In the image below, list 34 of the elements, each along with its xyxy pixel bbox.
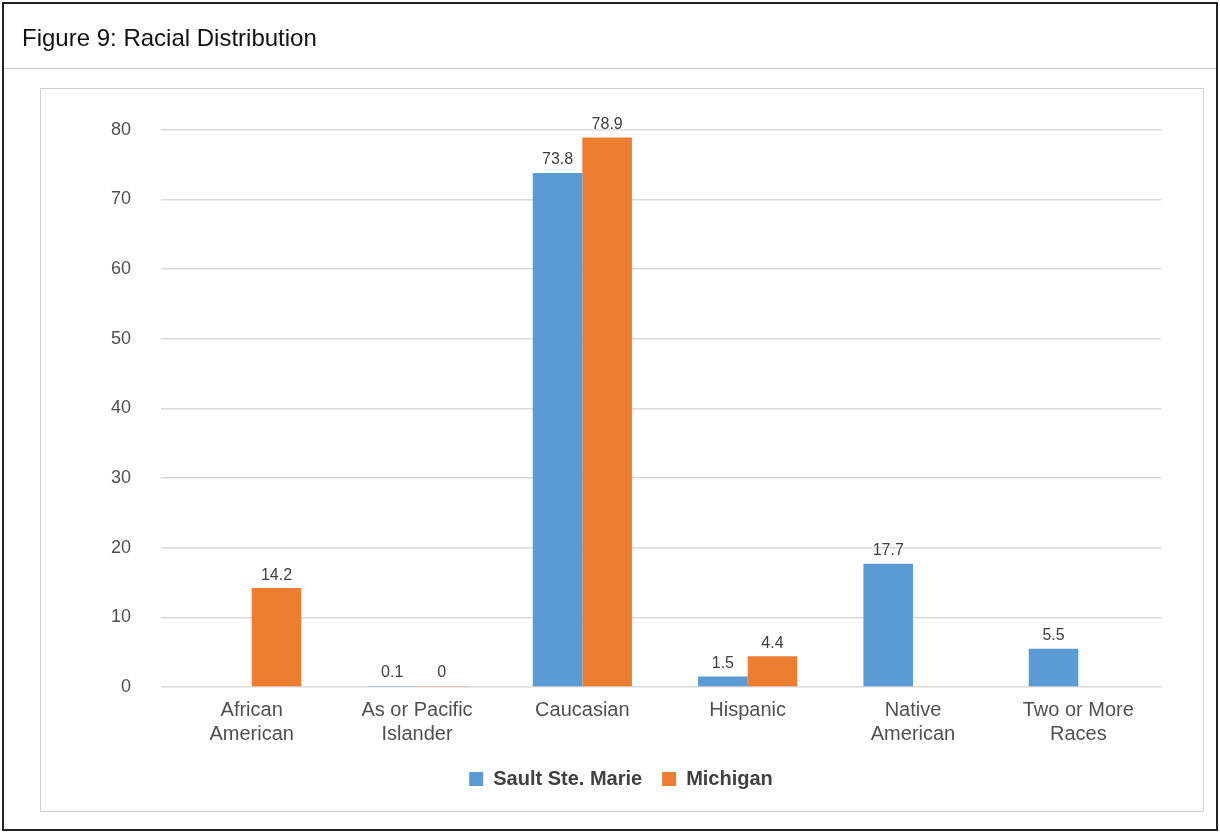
x-tick-label: Hispanic bbox=[709, 697, 787, 720]
bar bbox=[863, 563, 914, 687]
y-tick-label: 70 bbox=[110, 188, 132, 209]
bar bbox=[747, 656, 798, 687]
data-label: 14.2 bbox=[260, 565, 293, 583]
legend-label: Sault Ste. Marie bbox=[493, 766, 643, 789]
data-label: 0.1 bbox=[381, 663, 404, 681]
bar bbox=[698, 676, 748, 687]
legend-label: Michigan bbox=[686, 766, 773, 789]
data-label: 17.7 bbox=[872, 541, 904, 559]
x-tick-label: African American bbox=[209, 697, 294, 744]
y-tick-label: 30 bbox=[110, 467, 132, 488]
x-tick-label: Native American bbox=[870, 697, 956, 744]
data-label: 73.8 bbox=[541, 150, 574, 168]
bar bbox=[251, 588, 302, 687]
y-tick-label: 80 bbox=[110, 118, 132, 139]
x-tick-label: Two or More Races bbox=[1022, 697, 1134, 744]
data-label: 4.4 bbox=[761, 633, 784, 651]
bar bbox=[532, 172, 583, 687]
x-tick-label: As or Pacific Islander bbox=[361, 697, 473, 744]
y-tick-label: 10 bbox=[110, 606, 132, 627]
bar bbox=[582, 137, 632, 687]
x-tick-label: Caucasian bbox=[535, 697, 630, 720]
data-label: 5.5 bbox=[1042, 626, 1065, 644]
y-tick-label: 0 bbox=[121, 675, 132, 696]
y-tick-label: 40 bbox=[110, 397, 132, 418]
y-tick-label: 60 bbox=[110, 258, 132, 279]
data-label: 1.5 bbox=[711, 653, 735, 671]
chart-title: Figure 9: Racial Distribution bbox=[22, 24, 317, 52]
data-label: 78.9 bbox=[591, 114, 623, 132]
bar bbox=[1028, 648, 1079, 687]
y-tick-label: 50 bbox=[110, 327, 132, 348]
y-tick-label: 20 bbox=[110, 536, 132, 557]
data-label: 0 bbox=[437, 663, 447, 681]
